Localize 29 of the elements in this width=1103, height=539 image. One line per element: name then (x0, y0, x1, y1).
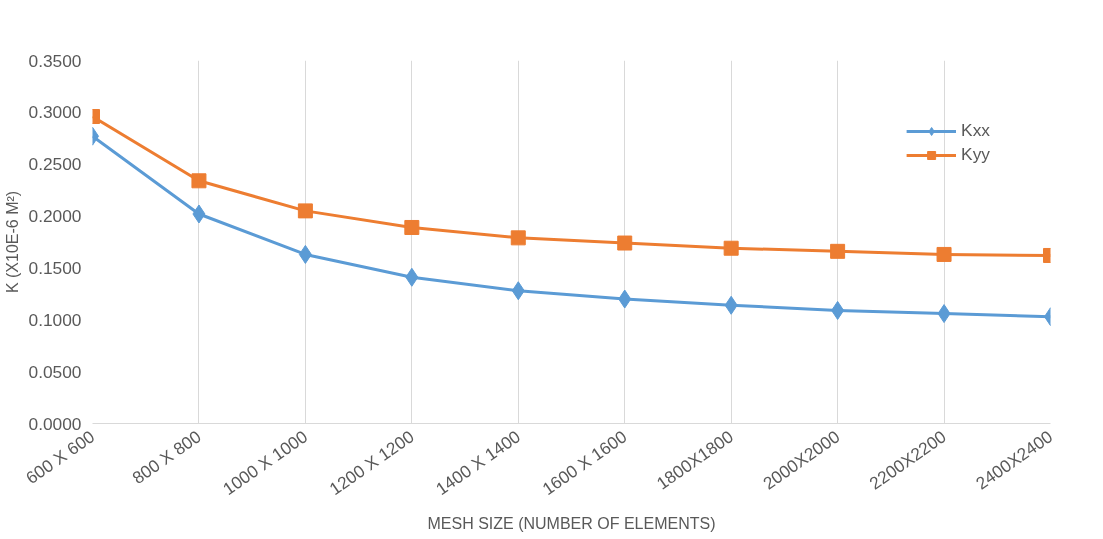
point (297, 203, 313, 219)
point (724, 295, 738, 315)
y-tick-label: 0.2500 (28, 154, 82, 175)
x-tick-label: 800 X 800 (128, 426, 205, 489)
point (191, 173, 207, 189)
y-tick-label: 0.3000 (28, 102, 82, 123)
y-tick-label: 0.0500 (28, 361, 82, 382)
y-tick-label: 0.1500 (28, 257, 82, 278)
point (830, 243, 846, 259)
point (404, 219, 420, 235)
x-axis-title: MESH SIZE (NUMBER OF ELEMENTS) (427, 515, 716, 533)
y-tick-label: 0.1000 (28, 309, 82, 330)
y-tick-label: 0.0000 (28, 413, 82, 434)
point (936, 246, 952, 262)
point (723, 240, 739, 256)
point (298, 244, 312, 264)
point (510, 230, 526, 246)
y-axis-title: K (X10E-6 M²) (3, 190, 21, 294)
point (192, 204, 206, 224)
y-tick-label: 0.3500 (28, 50, 82, 71)
point (618, 289, 632, 309)
point (831, 300, 845, 320)
legend-label: Kyy (961, 144, 990, 165)
point (937, 304, 951, 324)
legend-label: Kxx (961, 120, 990, 141)
y-tick-label: 0.2000 (28, 206, 82, 227)
point (617, 235, 633, 251)
point (405, 267, 419, 287)
point (511, 281, 525, 301)
